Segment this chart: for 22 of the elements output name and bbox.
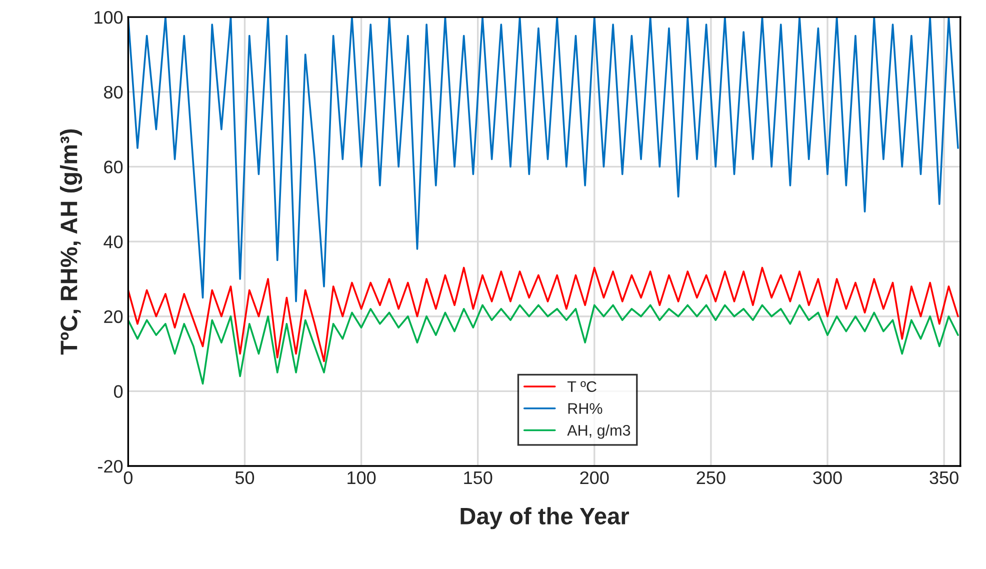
x-tick-label: 100 (348, 471, 376, 484)
x-tick-label: 250 (696, 471, 726, 484)
y-axis-title: TºC, RH%, AH (g/m³) (60, 129, 82, 355)
legend-label: AH, g/m3 (567, 424, 630, 439)
legend-label: T ºC (567, 381, 596, 392)
x-tick-label: 50 (235, 471, 254, 484)
x-tick-label: 0 (124, 471, 132, 484)
line-series (128, 266, 959, 362)
legend-label: RH% (568, 403, 602, 414)
x-tick-label: 300 (813, 471, 842, 484)
x-tick-label: 200 (580, 471, 609, 484)
y-tick-label: 80 (104, 86, 123, 99)
x-tick-label: 150 (464, 471, 492, 484)
y-tick-label: 20 (104, 310, 123, 324)
y-tick-label: 100 (94, 11, 123, 24)
x-tick-label: 350 (930, 471, 958, 484)
y-tick-label: -20 (98, 460, 123, 473)
x-axis-title: Day of the Year (460, 507, 630, 530)
y-tick-label: 40 (104, 235, 123, 248)
y-tick-label: 0 (114, 385, 123, 398)
line-series (128, 17, 959, 302)
y-tick-label: 60 (104, 160, 123, 174)
